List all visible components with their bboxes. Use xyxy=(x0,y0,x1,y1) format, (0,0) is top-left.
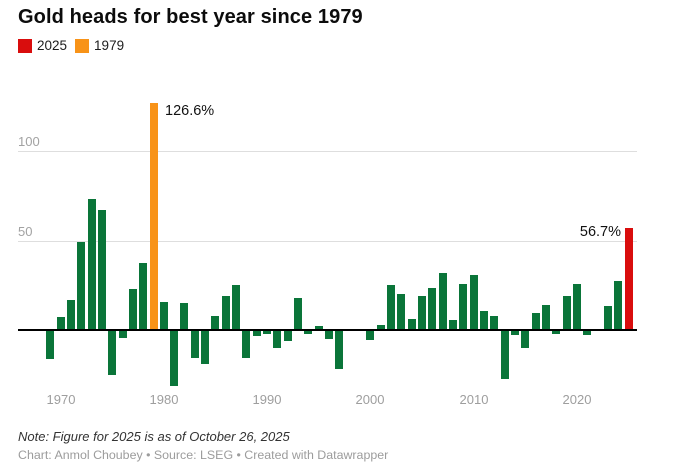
bar-1983 xyxy=(191,331,199,358)
x-axis-baseline xyxy=(18,329,637,331)
bar-2001 xyxy=(377,325,385,329)
bar-2024 xyxy=(614,281,622,329)
bar-2007 xyxy=(439,273,447,329)
bar-2011 xyxy=(480,311,488,329)
legend-label-2025: 2025 xyxy=(37,38,68,53)
bar-2000 xyxy=(366,331,374,340)
bar-2017 xyxy=(542,305,550,329)
gridline-50 xyxy=(18,241,637,242)
bar-1993 xyxy=(294,298,302,329)
bar-2002 xyxy=(387,285,395,329)
x-axis-label-1990: 1990 xyxy=(252,392,282,407)
gridline-100 xyxy=(18,151,637,152)
bar-2008 xyxy=(449,320,457,329)
bar-1982 xyxy=(180,303,188,329)
bar-1975 xyxy=(108,331,116,375)
bar-1969 xyxy=(46,331,54,359)
bar-2015 xyxy=(521,331,529,348)
annotation-1979: 126.6% xyxy=(165,103,215,119)
chart-note: Note: Figure for 2025 is as of October 2… xyxy=(18,429,290,444)
bar-1979 xyxy=(150,103,158,329)
bar-1971 xyxy=(67,300,75,329)
bar-1974 xyxy=(98,210,106,329)
bar-1987 xyxy=(232,285,240,329)
bar-1977 xyxy=(129,289,137,329)
bar-2023 xyxy=(604,306,612,329)
x-axis-label-2020: 2020 xyxy=(562,392,592,407)
chart-credit: Chart: Anmol Choubey • Source: LSEG • Cr… xyxy=(18,448,389,462)
bar-1981 xyxy=(170,331,178,386)
bar-1986 xyxy=(222,296,230,329)
x-axis-label-2010: 2010 xyxy=(459,392,489,407)
bar-1990 xyxy=(263,331,271,334)
annotation-2025: 56.7% xyxy=(579,224,621,240)
bar-1970 xyxy=(57,317,65,329)
y-axis-label-100: 100 xyxy=(18,134,40,149)
bar-2025 xyxy=(625,228,633,329)
bar-1991 xyxy=(273,331,281,348)
bar-1978 xyxy=(139,263,147,329)
bar-2013 xyxy=(501,331,509,379)
bar-2006 xyxy=(428,288,436,329)
bar-2003 xyxy=(397,294,405,329)
bar-2018 xyxy=(552,331,560,334)
bar-1984 xyxy=(201,331,209,364)
bar-1980 xyxy=(160,302,168,329)
bar-1992 xyxy=(284,331,292,341)
chart-title: Gold heads for best year since 1979 xyxy=(18,6,363,28)
bar-1989 xyxy=(253,331,261,336)
legend-label-1979: 1979 xyxy=(94,38,125,53)
bar-1988 xyxy=(242,331,250,358)
x-axis-label-1970: 1970 xyxy=(46,392,76,407)
bar-1994 xyxy=(304,331,312,334)
bar-1996 xyxy=(325,331,333,339)
bar-2020 xyxy=(573,284,581,329)
legend: 2025 1979 xyxy=(18,38,124,53)
bar-1976 xyxy=(119,331,127,338)
bar-2019 xyxy=(563,296,571,329)
bar-1995 xyxy=(315,326,323,329)
bar-1973 xyxy=(88,199,96,329)
legend-swatch-2025 xyxy=(18,38,32,53)
x-axis-label-2000: 2000 xyxy=(355,392,385,407)
bar-2009 xyxy=(459,284,467,329)
y-axis-label-50: 50 xyxy=(18,224,33,239)
bar-2005 xyxy=(418,296,426,329)
bar-2016 xyxy=(532,313,540,329)
bar-2014 xyxy=(511,331,519,335)
bar-2004 xyxy=(408,319,416,329)
bar-1972 xyxy=(77,242,85,329)
bar-2012 xyxy=(490,316,498,329)
legend-swatch-1979 xyxy=(75,38,90,53)
x-axis-label-1980: 1980 xyxy=(149,392,179,407)
bar-2010 xyxy=(470,275,478,329)
bar-1997 xyxy=(335,331,343,369)
bar-1985 xyxy=(211,316,219,329)
legend-item-2025: 2025 xyxy=(18,38,67,53)
bar-2021 xyxy=(583,331,591,335)
legend-item-1979: 1979 xyxy=(75,38,124,53)
